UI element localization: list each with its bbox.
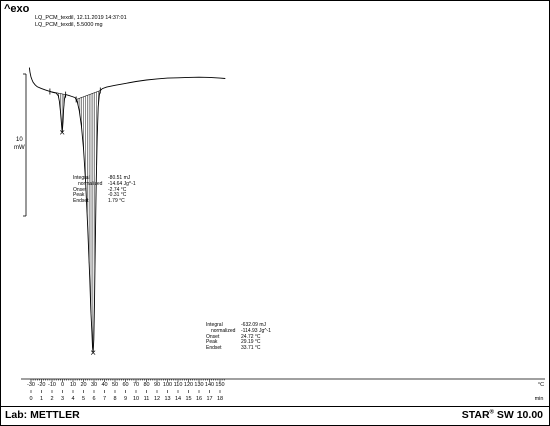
peak-result-label: Endset <box>206 345 222 352</box>
software-version: STAR® SW 10.00 <box>462 409 543 421</box>
time-tick-label: 7 <box>103 396 106 402</box>
temperature-tick-label: 90 <box>154 382 160 388</box>
temperature-tick-label: -10 <box>48 382 56 388</box>
scale-bar-unit: mW <box>14 145 25 151</box>
curve-info-line-2: LQ_PCM_texdil, 5.5000 mg <box>35 22 103 28</box>
peak-result-label: Peak <box>73 192 85 199</box>
time-tick-label: 13 <box>164 396 170 402</box>
time-tick-label: 0 <box>29 396 32 402</box>
time-unit-label: min <box>535 396 544 402</box>
temperature-tick-label: 80 <box>143 382 149 388</box>
peak-2-maximum-marker <box>90 350 96 355</box>
software-prefix: STAR <box>461 409 490 421</box>
footer-divider <box>1 406 549 407</box>
peak-result-value: -2.74 °C <box>108 186 127 193</box>
peak-markers <box>49 87 101 355</box>
time-tick-label: 2 <box>50 396 53 402</box>
time-tick-label: 6 <box>92 396 95 402</box>
temperature-tick-label: -30 <box>27 382 35 388</box>
peak-result-label: normalized <box>211 327 236 334</box>
time-tick-label: 4 <box>71 396 74 402</box>
time-tick-label: 16 <box>196 396 202 402</box>
temperature-tick-label: 30 <box>91 382 97 388</box>
peak-integration-hatching <box>53 91 99 351</box>
time-tick-label: 18 <box>217 396 223 402</box>
temperature-tick-label: -20 <box>38 382 46 388</box>
lab-name: Lab: METTLER <box>5 409 80 421</box>
peak-result-label: Endset <box>73 198 89 205</box>
peak-result-label: Integral <box>73 175 90 181</box>
peak-result-value: -632.09 mJ <box>241 322 267 328</box>
temperature-tick-label: 120 <box>184 382 193 388</box>
peak-result-label: Integral <box>206 322 223 328</box>
peak-result-row: Integral -80.51 mJ <box>73 175 136 182</box>
temperature-tick-label: 130 <box>194 382 203 388</box>
time-tick-label: 8 <box>113 396 116 402</box>
peak-result-value: 33.71 °C <box>241 345 261 352</box>
time-tick-label: 1 <box>40 396 43 402</box>
temperature-tick-label: 10 <box>70 382 76 388</box>
peak-1-results: Integral -80.51 mJ normalized -14.64 Jg^-1 O… <box>73 175 136 205</box>
software-mark: ® <box>489 409 494 416</box>
peak-2-results: Integral -632.09 mJ normalized -114.93 Jg^-… <box>206 322 272 352</box>
peak-result-value: 1.79 °C <box>108 198 125 205</box>
temperature-tick-label: 100 <box>163 382 172 388</box>
temperature-tick-label: 0 <box>61 382 64 388</box>
peak-result-row: Onset -2.74 °C <box>73 186 136 194</box>
peak-result-value: -80.51 mJ <box>108 175 131 181</box>
peak-result-row: Peak 29.19 °C <box>206 340 271 346</box>
peak-result-label: Peak <box>206 339 218 346</box>
heat-flow-curve <box>28 67 226 353</box>
time-tick-label: 12 <box>154 396 160 402</box>
time-tick-label: 9 <box>124 396 127 402</box>
scale-bar-value: 10 <box>16 137 23 143</box>
peak-result-value: 29.19 °C <box>241 339 261 346</box>
peak-result-row: Endset 33.71 °C <box>206 345 271 352</box>
peak-result-row: normalized -14.64 Jg^-1 <box>73 180 136 188</box>
time-tick-label: 11 <box>144 396 150 402</box>
peak-result-value: 24.72 °C <box>241 333 261 340</box>
peak-result-value: -14.64 Jg^-1 <box>108 180 136 187</box>
curve-info-line-1: LQ_PCM_texdil, 12.11.2019 14:37:01 <box>35 15 127 21</box>
time-tick-label: 5 <box>82 396 85 402</box>
temperature-tick-label: 40 <box>101 382 107 388</box>
peak-result-label: normalized <box>78 180 103 187</box>
time-tick-label: 3 <box>61 396 64 402</box>
peak-1-maximum-marker <box>59 130 65 135</box>
curve-info: LQ_PCM_texdil, 12.11.2019 14:37:01 LQ_PC… <box>35 15 127 29</box>
peak-result-value: -114.93 Jg^-1 <box>241 327 272 334</box>
peak-result-label: Onset <box>206 333 220 340</box>
temperature-time-axis: -30 -20 -10 0 10 20 30 40 50 60 70 80 90 100 110 120 130… <box>21 378 545 402</box>
peak-result-row: Peak -0.31 °C <box>73 193 136 199</box>
temperature-tick-label: 50 <box>112 382 118 388</box>
peak-result-row: Integral -632.09 mJ <box>206 322 271 329</box>
time-tick-label: 15 <box>185 396 191 402</box>
temperature-tick-label: 20 <box>80 382 86 388</box>
peak-result-value: -0.31 °C <box>108 192 127 199</box>
temperature-tick-label: 150 <box>215 382 224 388</box>
peak-2-baseline <box>76 90 101 100</box>
peak-result-row: Onset 24.72 °C <box>206 333 271 341</box>
temperature-tick-label: 140 <box>205 382 214 388</box>
peak-result-label: Onset <box>73 186 87 193</box>
time-tick-label: 10 <box>133 396 139 402</box>
temperature-tick-label: 70 <box>133 382 139 388</box>
time-tick-label: 14 <box>175 396 181 402</box>
software-suffix: SW 10.00 <box>493 409 543 421</box>
temperature-tick-label: 60 <box>122 382 128 388</box>
temperature-tick-label: 110 <box>174 382 183 388</box>
scale-bar: 10 mW <box>14 73 27 217</box>
peak-result-row: Endset 1.79 °C <box>73 198 136 205</box>
axis-ticks: -30 -20 -10 0 10 20 30 40 50 60 70 80 90 100 110 120 130… <box>27 379 544 402</box>
exo-direction-label: ^exo <box>4 3 30 15</box>
time-tick-label: 17 <box>206 396 212 402</box>
peak-result-row: normalized -114.93 Jg^-1 <box>206 327 272 335</box>
temperature-unit-label: °C <box>538 382 544 388</box>
